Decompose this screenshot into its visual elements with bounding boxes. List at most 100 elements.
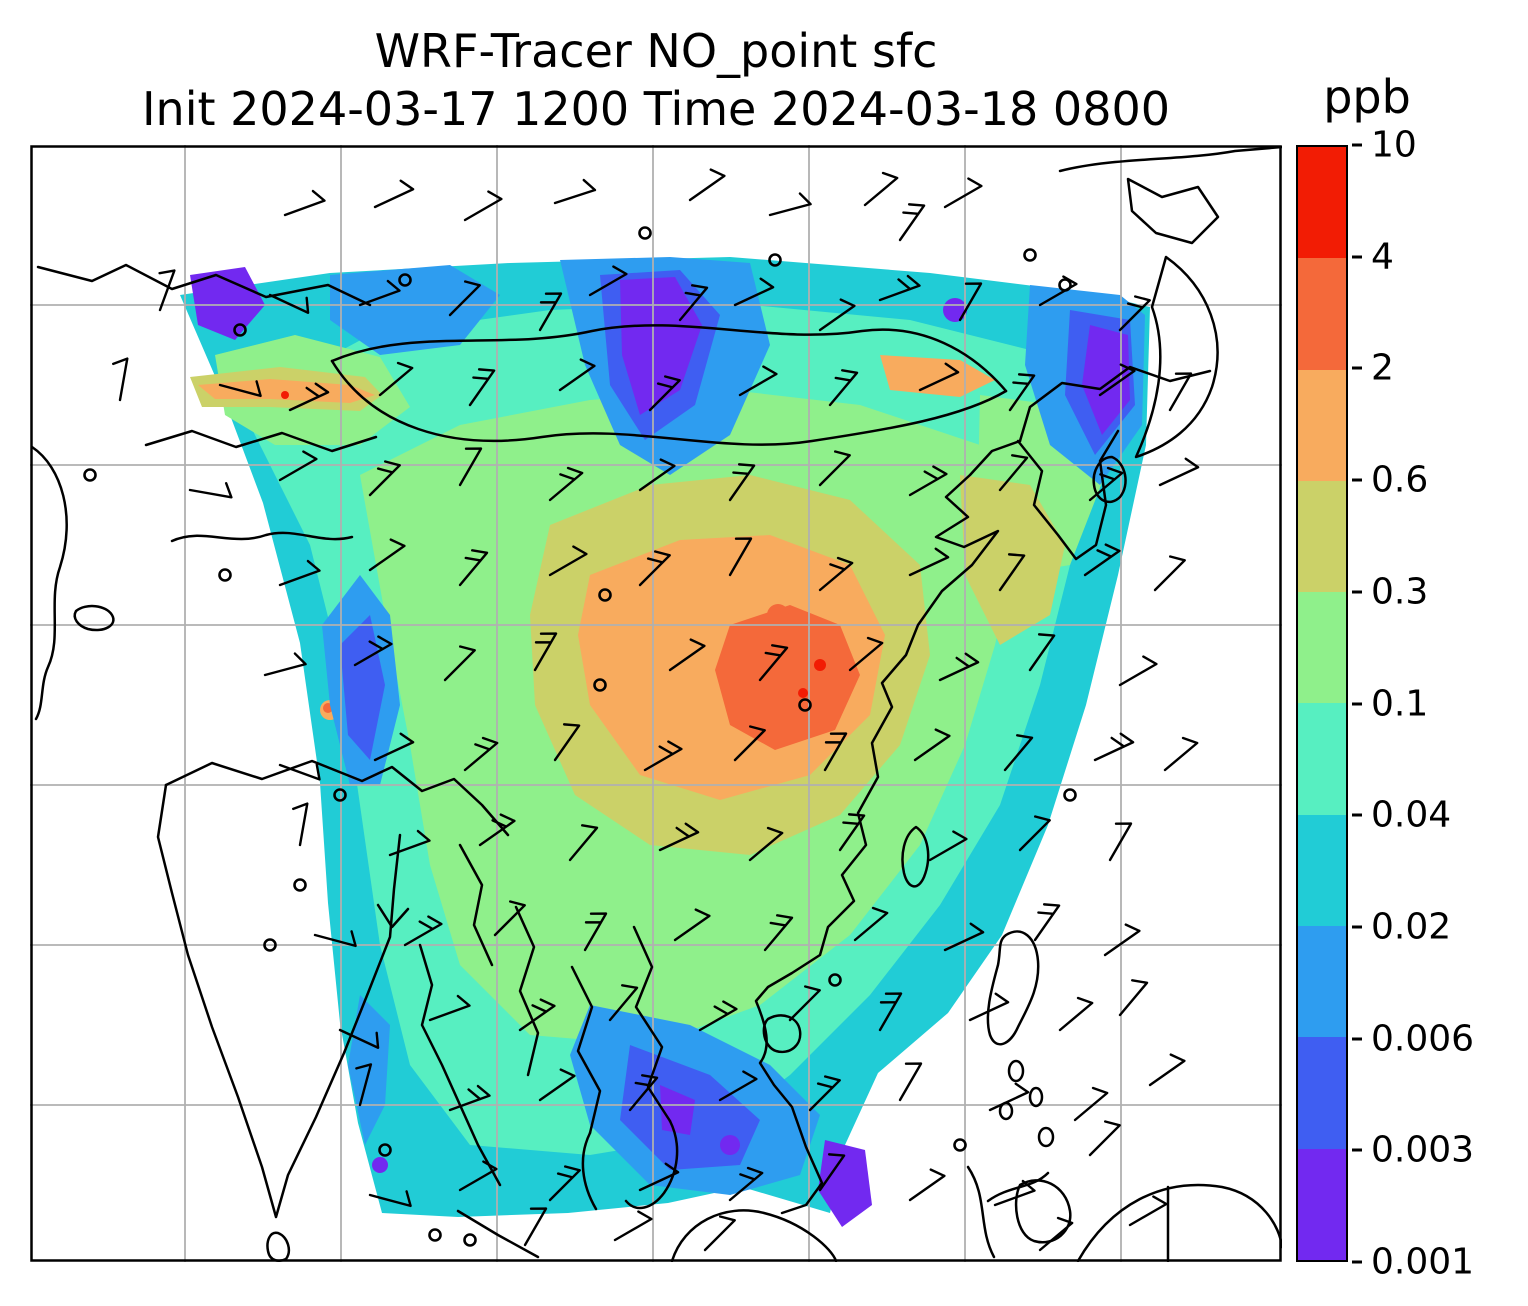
colorbar-tickmark (1352, 478, 1362, 482)
calm-wind-circle (233, 323, 247, 337)
border-indochina-1 (632, 925, 672, 1123)
wind-barb (998, 553, 1026, 592)
wind-barb (818, 298, 856, 332)
wind-barb (588, 265, 628, 297)
wind-barb (658, 822, 700, 852)
colorbar-segment-6 (1298, 814, 1346, 927)
figure-title: WRF-Tracer NO_point sfc Init 2024-03-17 … (30, 22, 1282, 138)
wind-barb (568, 824, 599, 862)
calm-wind-circle (463, 1233, 477, 1247)
island-visayas-4 (1037, 1126, 1055, 1148)
wind-barb (553, 178, 597, 205)
colorbar-tick-label: 0.04 (1352, 795, 1451, 836)
colorbar-segment-8 (1298, 1037, 1346, 1149)
wind-barb (918, 362, 960, 392)
island-visayas-1 (1007, 1059, 1025, 1083)
coastline-hainan (762, 1014, 802, 1054)
wind-barb (993, 1179, 1036, 1207)
wind-barb (1088, 466, 1124, 502)
wind-barb (493, 900, 526, 937)
wind-barb (1118, 295, 1151, 332)
coastline-luzon (986, 930, 1040, 1046)
border-mongolia-south (330, 359, 1008, 446)
colorbar-segment-2 (1298, 369, 1346, 481)
wind-barb (848, 636, 884, 672)
wind-barb (358, 279, 401, 307)
wind-barb (1038, 1216, 1074, 1252)
wind-barb (548, 545, 588, 577)
wind-barb (548, 1165, 581, 1202)
wind-barb (838, 813, 866, 852)
calm-wind-circle (1023, 248, 1037, 262)
coastline-honshu (1134, 255, 1219, 459)
wind-barb (913, 728, 951, 762)
colorbar-segment-5 (1298, 703, 1346, 815)
calm-wind-circle (593, 678, 607, 692)
coastline-sri-lanka (266, 1231, 290, 1262)
calm-wind-circle (428, 1228, 442, 1242)
wind-barb (1148, 1053, 1186, 1087)
wind-barb (373, 732, 415, 762)
wind-barb (908, 465, 948, 497)
coastline-hokkaido (1126, 177, 1220, 245)
border-himalaya (164, 759, 510, 837)
calm-wind-circle (398, 273, 412, 287)
calm-wind-circle (598, 588, 612, 602)
wind-barb (638, 550, 671, 587)
latlon-gridlines (30, 145, 1282, 1262)
colorbar-tick-label: 4 (1352, 236, 1394, 277)
wind-barb (188, 482, 233, 499)
wind-barb (463, 190, 503, 222)
map-border (30, 145, 1282, 1262)
coastline-russia-northeast (1058, 145, 1284, 173)
page-title: WRF-Tracer NO_point sfc (374, 24, 938, 78)
coastline-gulf-of-thailand (624, 1119, 679, 1210)
wind-barb (218, 380, 262, 398)
wind-barb (1073, 1086, 1109, 1122)
colorbar (1296, 145, 1348, 1262)
colorbar-tickmark (1352, 702, 1362, 705)
wind-barb (355, 1063, 373, 1107)
wind-barb (808, 1075, 841, 1112)
wind-barb (673, 908, 711, 942)
wind-barb (863, 171, 899, 207)
wind-barb (468, 368, 496, 407)
calm-wind-circle (293, 878, 307, 892)
wind-barb (938, 652, 980, 682)
wind-barb (898, 1062, 923, 1102)
colorbar-segment-7 (1298, 926, 1346, 1038)
coastline-sumatra (456, 1209, 540, 1259)
border-indochina-2 (570, 965, 602, 1135)
wind-barb (733, 277, 775, 307)
wind-barb (378, 361, 414, 397)
coastline-taiwan (901, 825, 930, 888)
wind-barb (898, 203, 926, 242)
calm-wind-circle (953, 1138, 967, 1152)
wind-barb (758, 644, 789, 682)
wind-barb (1008, 373, 1036, 412)
wind-barb (368, 538, 406, 572)
wind-barb (292, 802, 309, 847)
wind-barb (458, 447, 483, 487)
wind-barb (278, 450, 318, 482)
wind-barb (538, 292, 563, 332)
wind-barb (263, 652, 307, 677)
wind-barb (738, 365, 778, 397)
wind-barb (1083, 543, 1121, 577)
wind-barb (1153, 555, 1186, 592)
wind-barb (628, 1074, 659, 1112)
colorbar-tick-label: 0.001 (1352, 1242, 1474, 1283)
wind-barb (943, 177, 983, 209)
colorbar-tick-label: 10 (1352, 125, 1417, 166)
calm-wind-circle (378, 1143, 392, 1157)
lake-aral (73, 604, 115, 632)
wind-barb (818, 556, 854, 592)
colorbar-tick-label: 0.02 (1352, 906, 1451, 947)
colorbar-tickmark (1352, 813, 1362, 817)
wind-barb (428, 994, 471, 1022)
colorbar-tick-label: 0.006 (1352, 1018, 1474, 1059)
wind-barb (1033, 903, 1061, 942)
wind-barb (1118, 979, 1149, 1017)
wind-barb (448, 1084, 491, 1112)
wind-barb (728, 463, 756, 502)
